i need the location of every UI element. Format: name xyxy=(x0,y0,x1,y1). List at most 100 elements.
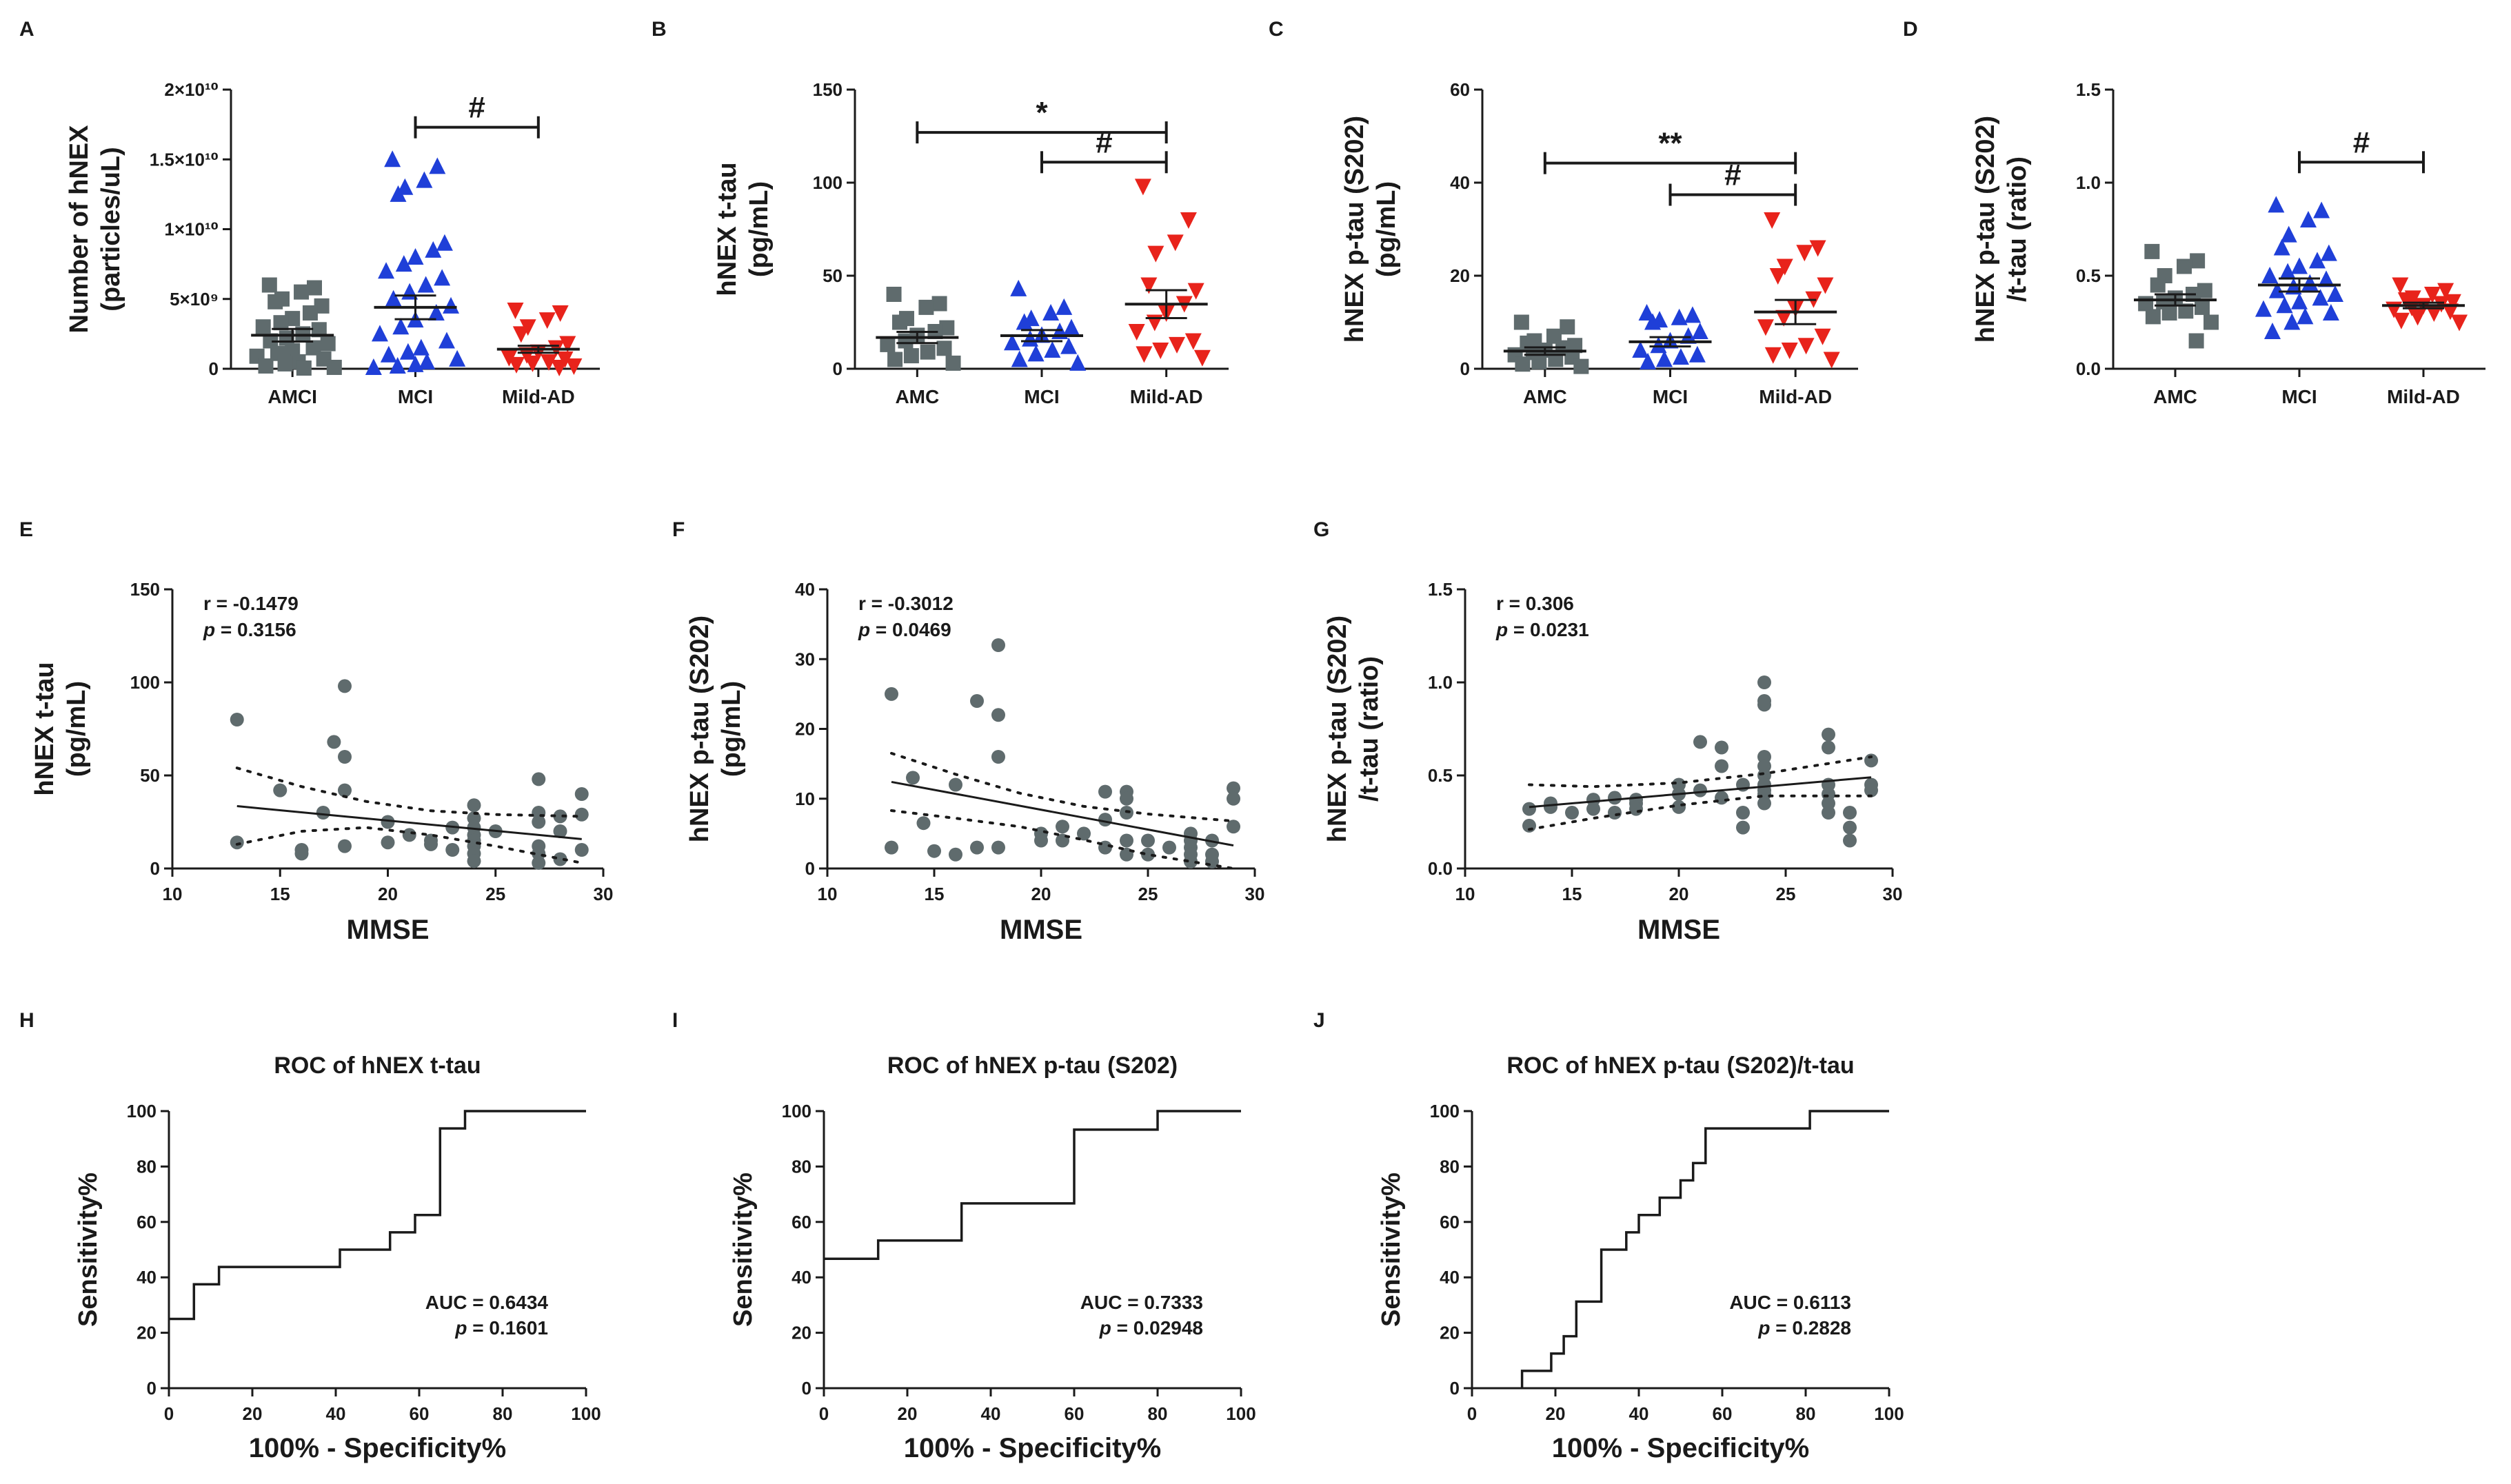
data-point xyxy=(399,343,416,360)
panel-label: A xyxy=(19,18,34,41)
data-point xyxy=(1152,343,1169,359)
y-axis-title-line: (pg/mL) xyxy=(717,681,746,777)
data-point xyxy=(1016,313,1033,330)
data-point xyxy=(2145,309,2161,325)
data-point xyxy=(1004,334,1021,351)
data-point xyxy=(898,333,914,349)
data-point xyxy=(927,844,941,858)
data-point xyxy=(1027,345,1045,362)
series-Mild-AD xyxy=(1754,212,1840,369)
significance-label: # xyxy=(2353,125,2370,159)
data-point xyxy=(1757,675,1771,689)
data-point xyxy=(1864,753,1878,768)
y-tick-label: 0.5 xyxy=(1428,765,1453,786)
data-point xyxy=(1056,298,1073,315)
y-axis-title-line: Number of hNEX xyxy=(65,125,94,334)
data-point xyxy=(378,262,395,279)
series-Mild-AD xyxy=(2382,277,2468,332)
data-point xyxy=(311,322,327,338)
data-point xyxy=(2320,244,2337,261)
data-point xyxy=(1671,308,1688,325)
y-tick-label: 80 xyxy=(791,1156,811,1177)
panel-label: C xyxy=(1269,18,1284,41)
data-point xyxy=(518,347,536,364)
category-label: AMCI xyxy=(268,386,317,407)
y-tick-label: 100 xyxy=(127,1101,157,1121)
y-tick-label: 1×10¹⁰ xyxy=(164,219,219,240)
y-tick-label: 1.0 xyxy=(1428,672,1453,693)
panel-I: I ROC of hNEX p-tau (S202) 0 20 40 60 80 100 Sen… xyxy=(672,1009,1256,1463)
data-point xyxy=(306,280,322,296)
data-point xyxy=(949,847,962,862)
panel-C: C 0 20 40 60 hNEX p-tau (S202) (pg/mL) AMC MCI Mi… xyxy=(1269,18,1858,407)
y-axis-title-line: Sensitivity% xyxy=(1377,1172,1406,1327)
data-point xyxy=(295,326,311,342)
p-italic: p xyxy=(1495,619,1508,640)
x-tick-label: 25 xyxy=(1138,884,1158,904)
y-axis-title: Sensitivity% xyxy=(74,1172,103,1327)
data-point xyxy=(574,787,589,801)
panel-label: B xyxy=(652,18,667,41)
auc-p: p = 0.1601 xyxy=(454,1317,548,1339)
y-tick-label: 150 xyxy=(130,579,160,600)
y-tick-label: 40 xyxy=(137,1267,157,1288)
x-tick-label: 20 xyxy=(1031,884,1051,904)
data-point xyxy=(1169,336,1186,354)
data-point xyxy=(1608,806,1622,820)
series-AMC xyxy=(876,287,961,371)
data-point xyxy=(2279,263,2297,280)
data-point xyxy=(1843,820,1857,835)
data-point xyxy=(467,854,481,868)
data-point xyxy=(1147,245,1164,263)
y-axis-title: Sensitivity% xyxy=(1377,1172,1406,1327)
y-axis-title-line: hNEX p-tau (S202) xyxy=(685,616,714,842)
data-point xyxy=(2300,211,2317,227)
y-axis-title-line: Sensitivity% xyxy=(729,1172,758,1327)
panel-A: A 0 5×10⁹ 1×10¹⁰ 1.5×10¹⁰ 2×10¹⁰ Number of hNE… xyxy=(19,18,600,407)
data-point xyxy=(1796,245,1813,262)
data-point xyxy=(416,171,433,188)
data-point xyxy=(2444,294,2461,311)
data-point xyxy=(1531,354,1547,369)
auc-text: AUC = 0.6434 xyxy=(425,1292,549,1313)
data-point xyxy=(991,750,1005,764)
x-axis-title: MMSE xyxy=(1637,915,1720,945)
y-axis-title-line: (pg/mL) xyxy=(1372,181,1401,277)
x-tick-label: 20 xyxy=(1546,1403,1566,1424)
y-tick-label: 0 xyxy=(1450,1378,1460,1399)
y-tick-label: 1.5 xyxy=(1428,579,1453,600)
data-point xyxy=(559,336,576,353)
category-label: AMC xyxy=(895,386,939,407)
y-tick-label: 40 xyxy=(795,579,815,600)
data-point xyxy=(1010,279,1027,296)
category-label: Mild-AD xyxy=(502,386,575,407)
p-italic: p xyxy=(1099,1317,1111,1339)
p-value: = 0.0469 xyxy=(870,619,951,640)
data-point xyxy=(389,356,406,374)
data-point xyxy=(1062,318,1080,336)
data-point xyxy=(1736,820,1750,835)
data-point xyxy=(1693,735,1707,749)
data-point xyxy=(371,325,388,342)
p-value: = 0.1601 xyxy=(467,1317,548,1339)
data-point xyxy=(565,358,583,375)
data-point xyxy=(285,311,301,327)
x-tick-label: 100 xyxy=(571,1403,601,1424)
roc-curve xyxy=(1520,1110,1889,1388)
data-point xyxy=(1184,854,1198,868)
y-axis-title: hNEX p-tau (S202)/t-tau (ratio) xyxy=(1971,116,2032,343)
data-point xyxy=(2426,305,2443,322)
category-label: MCI xyxy=(1653,386,1688,407)
data-point xyxy=(540,354,557,371)
x-tick-label: 15 xyxy=(925,884,945,904)
data-point xyxy=(1823,352,1840,369)
data-point xyxy=(1567,338,1583,354)
data-point xyxy=(380,345,397,363)
data-point xyxy=(1022,329,1039,347)
data-point xyxy=(1817,277,1834,294)
data-point xyxy=(991,638,1005,652)
category-label: MCI xyxy=(398,386,433,407)
chart-title: ROC of hNEX p-tau (S202) xyxy=(887,1053,1178,1079)
data-point xyxy=(1180,212,1197,229)
p-italic: p xyxy=(454,1317,467,1339)
